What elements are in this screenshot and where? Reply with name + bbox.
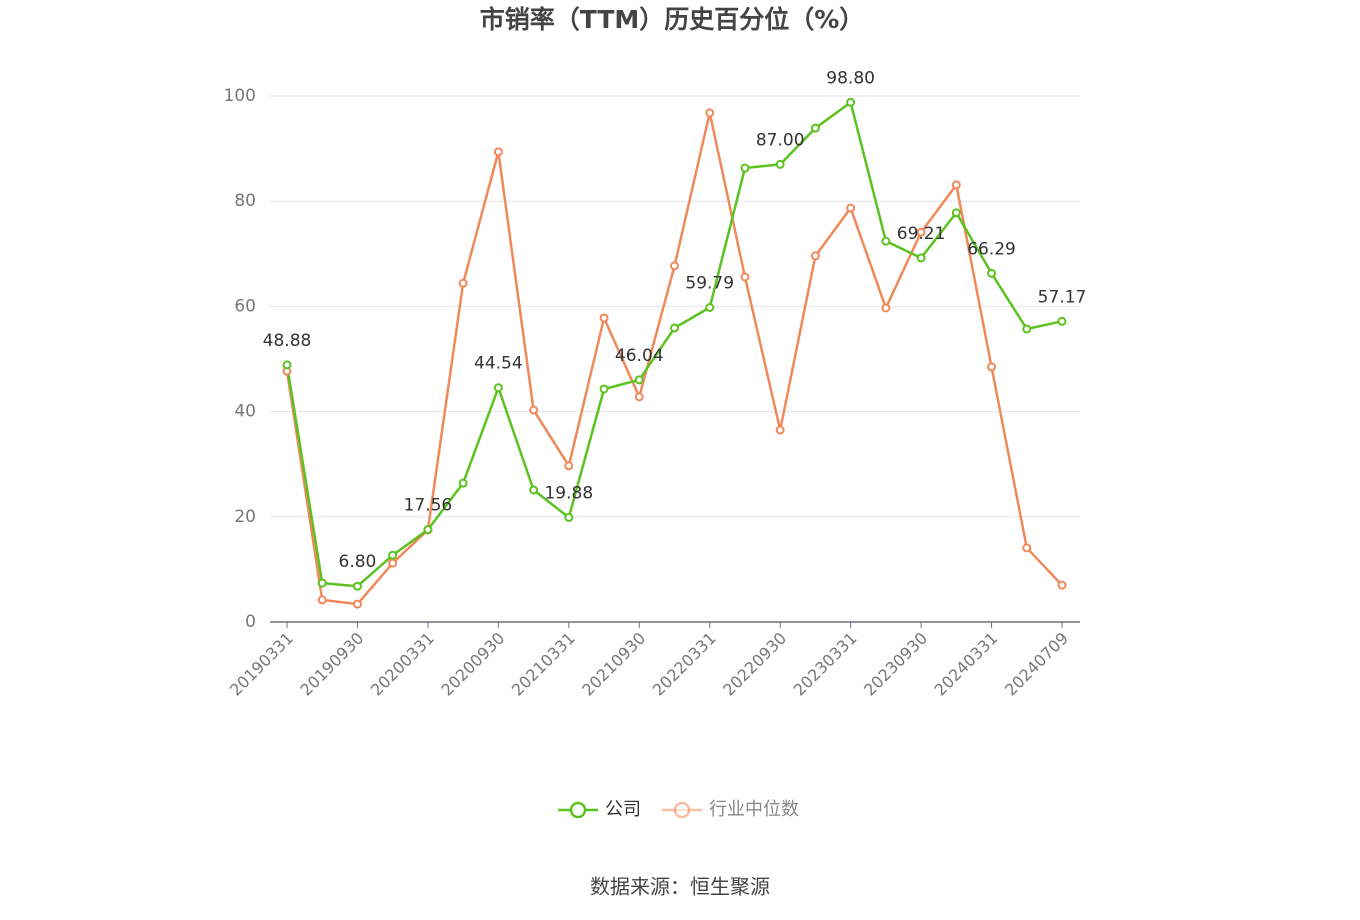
legend-item[interactable]: 行业中位数 bbox=[662, 799, 799, 820]
legend-marker bbox=[673, 801, 691, 819]
data-point bbox=[599, 313, 609, 323]
data-point bbox=[987, 268, 997, 278]
legend-marker bbox=[569, 801, 587, 819]
data-point bbox=[775, 159, 785, 169]
data-point bbox=[1022, 543, 1032, 553]
data-point bbox=[670, 261, 679, 271]
data-point bbox=[388, 558, 398, 568]
value-label: 59.79 bbox=[685, 274, 734, 294]
data-point bbox=[352, 581, 362, 591]
value-label: 66.29 bbox=[967, 239, 1016, 259]
y-tick-label: 40 bbox=[234, 402, 256, 422]
data-point bbox=[634, 392, 644, 402]
data-point bbox=[740, 163, 750, 173]
data-point bbox=[282, 360, 292, 370]
data-point bbox=[634, 375, 644, 385]
data-point bbox=[388, 550, 398, 560]
y-tick-label: 80 bbox=[234, 191, 256, 211]
y-tick-label: 60 bbox=[234, 296, 256, 316]
value-label: 87.00 bbox=[756, 130, 805, 150]
data-point bbox=[458, 278, 468, 288]
x-tick-label: 20220930 bbox=[719, 629, 790, 700]
x-tick-label: 20210930 bbox=[578, 629, 649, 700]
data-point bbox=[564, 461, 574, 471]
data-point bbox=[846, 203, 856, 213]
legend-item[interactable]: 公司 bbox=[558, 799, 641, 820]
series-line bbox=[285, 112, 1063, 606]
source-note: 数据来源：恒生聚源 bbox=[590, 875, 770, 899]
x-tick-label: 20210331 bbox=[508, 629, 579, 700]
data-point bbox=[493, 383, 503, 393]
value-label: 44.54 bbox=[474, 354, 523, 374]
value-label: 98.80 bbox=[826, 68, 875, 88]
data-point bbox=[1022, 324, 1032, 334]
value-label: 17.56 bbox=[404, 496, 453, 516]
data-point bbox=[317, 578, 327, 588]
data-point bbox=[458, 478, 468, 488]
chart-title: 市销率（TTM）历史百分位（%） bbox=[480, 5, 865, 34]
x-tick-label: 20240331 bbox=[931, 629, 1002, 700]
data-point bbox=[529, 485, 539, 495]
data-point bbox=[846, 97, 856, 107]
data-point bbox=[352, 599, 362, 609]
data-point bbox=[881, 303, 891, 313]
x-tick-label: 20220331 bbox=[649, 629, 720, 700]
x-tick-label: 20230331 bbox=[790, 629, 861, 700]
data-point bbox=[564, 512, 574, 522]
x-tick-label: 20190331 bbox=[226, 629, 297, 700]
legend-label: 公司 bbox=[605, 799, 641, 820]
x-tick-label: 20200331 bbox=[367, 629, 438, 700]
data-point bbox=[529, 405, 539, 415]
data-point bbox=[951, 208, 961, 218]
value-label: 57.17 bbox=[1038, 287, 1087, 307]
data-point bbox=[987, 362, 997, 372]
data-point bbox=[951, 180, 961, 190]
y-tick-label: 0 bbox=[245, 612, 256, 632]
data-point bbox=[810, 251, 820, 261]
data-point bbox=[599, 384, 609, 394]
data-point bbox=[670, 323, 679, 333]
data-point bbox=[317, 595, 327, 605]
x-tick-label: 20230930 bbox=[860, 629, 931, 700]
data-point bbox=[493, 147, 503, 157]
x-tick-label: 20190930 bbox=[296, 629, 367, 700]
x-tick-label: 20200930 bbox=[437, 629, 508, 700]
data-point bbox=[740, 272, 750, 282]
data-point bbox=[1057, 580, 1067, 590]
data-point bbox=[881, 236, 891, 246]
data-point bbox=[705, 303, 715, 313]
data-point bbox=[423, 525, 433, 535]
value-label: 46.04 bbox=[615, 346, 664, 366]
data-point bbox=[775, 425, 785, 435]
y-tick-label: 20 bbox=[234, 507, 256, 527]
value-label: 19.88 bbox=[544, 483, 593, 503]
value-label: 6.80 bbox=[339, 552, 377, 572]
data-point bbox=[916, 227, 926, 237]
data-point bbox=[916, 253, 926, 263]
value-label: 69.21 bbox=[897, 224, 946, 244]
data-point bbox=[1057, 316, 1067, 326]
value-label: 48.88 bbox=[263, 331, 312, 351]
x-tick-label: 20240709 bbox=[1001, 629, 1072, 700]
legend-label: 行业中位数 bbox=[709, 799, 799, 820]
data-point bbox=[810, 123, 820, 133]
y-tick-label: 100 bbox=[224, 86, 256, 106]
data-point bbox=[705, 108, 715, 118]
